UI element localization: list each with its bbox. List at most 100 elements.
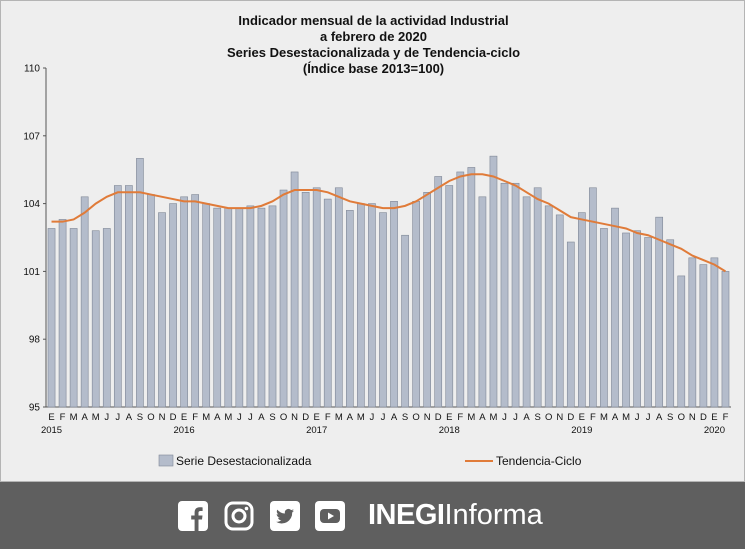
bar bbox=[191, 194, 199, 408]
x-tick-label: M bbox=[224, 412, 232, 423]
bar bbox=[611, 207, 619, 408]
bar bbox=[334, 187, 343, 408]
bar bbox=[478, 196, 487, 408]
x-tick-label: N bbox=[424, 412, 431, 423]
bar bbox=[290, 171, 299, 408]
bar bbox=[600, 228, 608, 408]
x-tick-label: A bbox=[479, 412, 486, 423]
instagram-icon[interactable] bbox=[224, 501, 254, 531]
x-tick-label: O bbox=[545, 412, 552, 423]
x-tick-label: N bbox=[291, 412, 298, 423]
x-tick-label: A bbox=[612, 412, 619, 423]
legend-bar-label: Serie Desestacionalizada bbox=[176, 454, 312, 468]
x-tick-label: M bbox=[202, 412, 210, 423]
bar bbox=[390, 201, 398, 408]
chart-title-line-3: Series Desestacionalizada y de Tendencia… bbox=[226, 45, 521, 60]
x-tick-label: S bbox=[534, 412, 540, 423]
x-year-label: 2017 bbox=[306, 425, 327, 436]
bar bbox=[246, 205, 255, 408]
bar bbox=[102, 228, 111, 408]
x-tick-label: N bbox=[689, 412, 696, 423]
bar bbox=[721, 271, 730, 408]
x-tick-label: D bbox=[170, 412, 177, 423]
y-tick-label: 110 bbox=[24, 64, 40, 75]
youtube-icon[interactable] bbox=[315, 501, 345, 531]
bar bbox=[202, 203, 211, 408]
bar bbox=[136, 158, 144, 408]
x-tick-label: D bbox=[302, 412, 309, 423]
x-tick-label: J bbox=[513, 412, 518, 423]
bar bbox=[633, 230, 641, 408]
x-tick-label: M bbox=[357, 412, 365, 423]
x-tick-label: S bbox=[667, 412, 673, 423]
bar bbox=[566, 241, 575, 408]
x-year-label: 2018 bbox=[439, 425, 460, 436]
x-tick-label: O bbox=[280, 412, 287, 423]
twitter-icon[interactable] bbox=[270, 501, 300, 531]
bar bbox=[423, 192, 432, 408]
facebook-icon[interactable] bbox=[178, 501, 208, 531]
bar bbox=[522, 196, 531, 408]
bar bbox=[80, 196, 89, 408]
x-tick-label: F bbox=[590, 412, 596, 423]
bar bbox=[677, 275, 686, 408]
bar bbox=[500, 182, 509, 408]
x-tick-label: E bbox=[446, 412, 452, 423]
bar bbox=[58, 219, 67, 408]
x-tick-label: A bbox=[523, 412, 530, 423]
y-tick-label: 95 bbox=[29, 403, 41, 414]
x-tick-label: A bbox=[258, 412, 265, 423]
bar bbox=[257, 207, 266, 408]
x-tick-label: M bbox=[489, 412, 497, 423]
bar bbox=[368, 203, 376, 408]
bar bbox=[467, 167, 476, 408]
brand-bold: INEGI bbox=[368, 499, 445, 531]
x-tick-label: O bbox=[412, 412, 419, 423]
bar bbox=[589, 187, 597, 408]
x-tick-label: E bbox=[711, 412, 717, 423]
bar bbox=[47, 228, 56, 408]
x-tick-label: F bbox=[325, 412, 331, 423]
bar bbox=[147, 194, 155, 408]
x-tick-label: M bbox=[70, 412, 78, 423]
x-tick-label: E bbox=[314, 412, 320, 423]
x-tick-label: E bbox=[579, 412, 585, 423]
x-tick-label: O bbox=[147, 412, 154, 423]
x-tick-label: A bbox=[391, 412, 398, 423]
bar bbox=[401, 234, 409, 408]
brand-light: Informa bbox=[444, 499, 543, 531]
x-tick-label: F bbox=[723, 412, 729, 423]
x-tick-label: J bbox=[237, 412, 242, 423]
x-tick-label: A bbox=[126, 412, 133, 423]
bar bbox=[544, 205, 553, 408]
x-tick-label: F bbox=[192, 412, 198, 423]
bar bbox=[655, 216, 664, 408]
trend-line bbox=[51, 173, 727, 273]
x-tick-label: M bbox=[92, 412, 100, 423]
y-tick-label: 107 bbox=[23, 131, 40, 142]
bar bbox=[533, 187, 542, 408]
bar bbox=[456, 171, 465, 408]
x-tick-label: D bbox=[435, 412, 442, 423]
x-tick-label: J bbox=[635, 412, 640, 423]
x-tick-label: A bbox=[214, 412, 221, 423]
x-tick-label: N bbox=[159, 412, 166, 423]
x-tick-label: S bbox=[269, 412, 275, 423]
x-tick-label: M bbox=[600, 412, 608, 423]
bar bbox=[312, 187, 321, 408]
x-tick-label: M bbox=[335, 412, 343, 423]
x-tick-label: J bbox=[381, 412, 386, 423]
bar bbox=[445, 185, 454, 408]
y-tick-label: 104 bbox=[23, 199, 40, 210]
bar bbox=[345, 210, 354, 408]
bar bbox=[113, 185, 122, 408]
legend-bar-swatch bbox=[158, 454, 174, 467]
x-tick-label: A bbox=[81, 412, 88, 423]
bar bbox=[268, 205, 277, 408]
legend-line-label: Tendencia-Ciclo bbox=[496, 454, 582, 468]
bar bbox=[235, 207, 244, 408]
bar bbox=[710, 257, 719, 408]
x-tick-label: J bbox=[370, 412, 375, 423]
inegi-informa-logo: INEGIInforma bbox=[368, 498, 543, 532]
